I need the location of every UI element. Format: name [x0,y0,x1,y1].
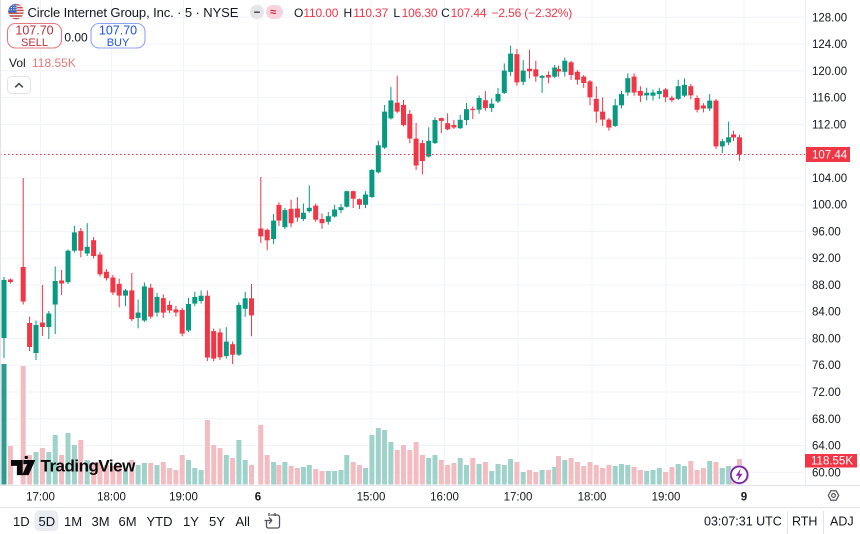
svg-text:5Y: 5Y [209,514,225,529]
svg-text:L: L [393,6,400,20]
svg-text:Vol: Vol [9,56,26,70]
svg-text:TradingView: TradingView [41,457,137,476]
svg-text:1D: 1D [13,514,30,529]
svg-text:03:07:31 UTC: 03:07:31 UTC [704,515,782,529]
svg-text:110.00: 110.00 [303,6,338,20]
svg-text:112.00: 112.00 [812,119,846,131]
svg-text:≈: ≈ [270,7,276,19]
svg-text:68.00: 68.00 [812,414,841,426]
svg-text:118.55K: 118.55K [811,456,853,468]
svg-text:128.00: 128.00 [812,12,847,24]
svg-text:84.00: 84.00 [812,307,841,319]
svg-text:18:00: 18:00 [97,492,126,504]
svg-text:19:00: 19:00 [652,492,681,504]
svg-text:60.00: 60.00 [812,467,841,479]
svg-text:19:00: 19:00 [169,492,198,504]
svg-text:104.00: 104.00 [812,173,847,185]
svg-text:All: All [236,514,251,529]
svg-text:6: 6 [255,492,261,504]
svg-text:107.44: 107.44 [451,6,487,20]
svg-text:3M: 3M [92,514,110,529]
svg-text:107.70: 107.70 [99,24,137,38]
svg-text:YTD: YTD [147,514,173,529]
svg-text:72.00: 72.00 [812,387,841,399]
svg-text:16:00: 16:00 [430,492,459,504]
svg-text:1Y: 1Y [183,514,199,529]
svg-text:64.00: 64.00 [812,441,841,453]
svg-text:RTH: RTH [792,515,817,529]
svg-text:107.70: 107.70 [15,24,53,38]
svg-text:6M: 6M [119,514,137,529]
svg-text:76.00: 76.00 [812,360,841,372]
svg-text:15:00: 15:00 [357,492,386,504]
svg-text:H: H [344,6,353,20]
svg-text:120.00: 120.00 [812,66,847,78]
svg-text:ADJ: ADJ [830,515,854,529]
svg-text:1M: 1M [64,514,82,529]
svg-text:100.00: 100.00 [812,200,847,212]
svg-text:BUY: BUY [107,37,130,49]
svg-text:92.00: 92.00 [812,253,841,265]
svg-text:88.00: 88.00 [812,280,841,292]
svg-text:0.00: 0.00 [64,31,88,45]
svg-text:116.00: 116.00 [812,93,846,105]
svg-text:80.00: 80.00 [812,334,841,346]
svg-text:17:00: 17:00 [26,492,55,504]
svg-text:C: C [441,6,450,20]
svg-text:O: O [294,6,303,20]
svg-text:110.37: 110.37 [353,6,388,20]
svg-text:124.00: 124.00 [812,39,847,51]
svg-text:Circle Internet Group, Inc. ·: Circle Internet Group, Inc. · 5 · NYSE [28,5,239,20]
svg-text:96.00: 96.00 [812,226,841,238]
svg-text:SELL: SELL [21,37,48,49]
svg-text:118.55K: 118.55K [32,56,76,70]
svg-text:18:00: 18:00 [578,492,607,504]
svg-text:−2.56 (−2.32%): −2.56 (−2.32%) [492,6,573,20]
svg-text:9: 9 [741,492,747,504]
svg-text:17:00: 17:00 [504,492,533,504]
svg-text:5D: 5D [39,514,56,529]
svg-text:107.44: 107.44 [812,150,848,162]
svg-text:106.30: 106.30 [402,6,438,20]
